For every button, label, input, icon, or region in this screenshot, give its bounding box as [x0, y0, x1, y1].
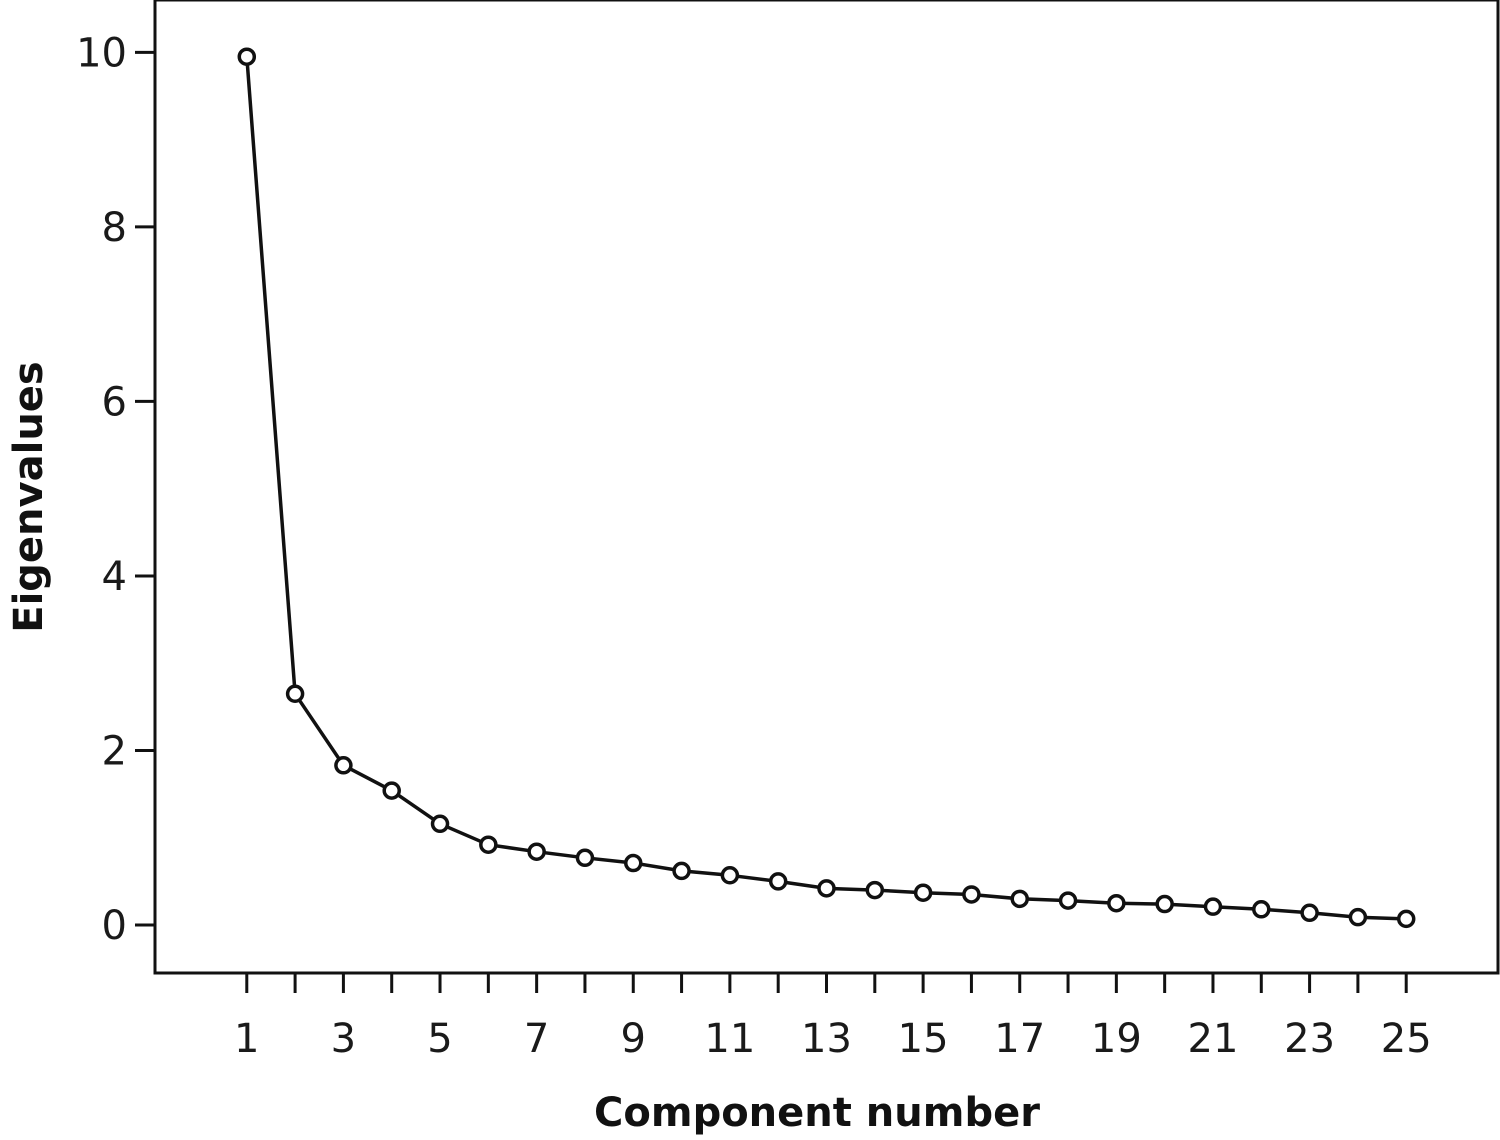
- data-point: [672, 861, 691, 881]
- data-point: [285, 684, 305, 704]
- data-point: [479, 835, 498, 854]
- x-tick-label: 5: [427, 1016, 452, 1062]
- data-point: [1058, 891, 1078, 910]
- data-point: [1252, 900, 1271, 919]
- data-point: [382, 781, 401, 800]
- data-point: [1155, 894, 1174, 914]
- x-axis-title: Component number: [594, 1090, 1040, 1136]
- y-tick-label: 6: [102, 379, 127, 425]
- data-point: [1203, 897, 1223, 916]
- y-axis: 0 2 4 6 8 10: [76, 30, 155, 949]
- series-line: [245, 56, 1407, 921]
- x-tick-label: 17: [994, 1016, 1045, 1062]
- data-point: [430, 814, 450, 834]
- y-tick-label: 0: [102, 903, 127, 949]
- x-tick-label: 25: [1381, 1016, 1432, 1062]
- data-point: [913, 883, 933, 902]
- data-point: [1300, 903, 1319, 923]
- data-points: [237, 47, 1416, 929]
- data-point: [817, 879, 836, 898]
- y-tick-label: 2: [102, 728, 127, 774]
- data-point: [1107, 893, 1126, 913]
- data-point: [1396, 909, 1416, 929]
- x-tick-label: 11: [704, 1016, 755, 1062]
- data-point: [962, 885, 981, 904]
- data-point: [1010, 889, 1029, 909]
- y-tick-label: 8: [102, 205, 127, 251]
- x-tick-label: 7: [524, 1016, 549, 1062]
- x-axis: 1 3 5 7 9 11 13 15 17 19 21 23 25: [234, 973, 1432, 1062]
- data-point: [768, 872, 788, 891]
- data-point: [624, 853, 643, 873]
- y-tick-label: 4: [102, 554, 127, 600]
- data-point: [865, 880, 885, 900]
- data-point: [334, 756, 353, 775]
- y-axis-title: Eigenvalues: [6, 361, 52, 632]
- data-point: [527, 842, 546, 861]
- data-point: [1348, 907, 1368, 927]
- x-tick-label: 15: [898, 1016, 949, 1062]
- x-tick-label: 3: [331, 1016, 356, 1062]
- data-point: [237, 47, 257, 66]
- x-tick-label: 1: [234, 1016, 259, 1062]
- x-tick-label: 13: [801, 1016, 852, 1062]
- data-point: [575, 848, 595, 868]
- x-tick-label: 9: [621, 1016, 646, 1062]
- y-tick-label: 10: [76, 30, 127, 76]
- x-tick-label: 19: [1091, 1016, 1142, 1062]
- data-point: [720, 866, 740, 885]
- x-tick-label: 23: [1284, 1016, 1335, 1062]
- plot-frame: [153, 0, 1500, 975]
- x-tick-label: 21: [1188, 1016, 1239, 1062]
